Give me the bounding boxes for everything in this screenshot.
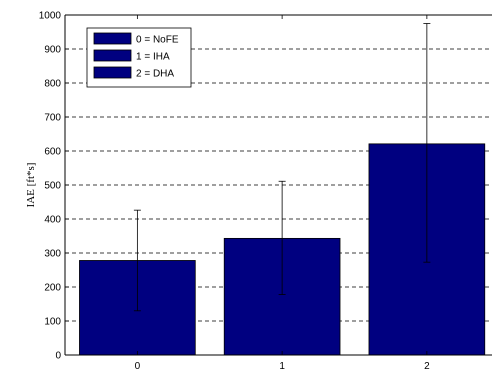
y-axis-label: IAE [ft*s] (25, 163, 37, 208)
legend-swatch (93, 66, 132, 79)
x-tick-label-1: 1 (279, 361, 285, 372)
y-tick-label-1000: 1000 (39, 11, 62, 22)
legend-entry-2: 2 = DHA (93, 66, 174, 80)
legend-entry-0: 0 = NoFE (93, 32, 179, 46)
y-tick-label-900: 900 (44, 45, 61, 56)
legend-label: 0 = NoFE (136, 35, 179, 46)
legend-label: 1 = IHA (136, 52, 170, 63)
x-tick-label-2: 2 (424, 361, 430, 372)
x-tick-label-0: 0 (135, 361, 141, 372)
y-tick-label-400: 400 (44, 215, 61, 226)
error-bar-0 (133, 209, 141, 312)
legend-swatch (93, 49, 132, 62)
axes (64, 14, 492, 356)
y-tick-label-800: 800 (44, 79, 61, 90)
y-tick-label-500: 500 (44, 181, 61, 192)
y-tick-label-700: 700 (44, 113, 61, 124)
y-tick-label-0: 0 (55, 351, 61, 362)
y-tick-label-600: 600 (44, 147, 61, 158)
tick-labels: 0 100 200 300 400 500 600 700 800 900 1000 0 1 2 (39, 11, 430, 373)
legend-label: 2 = DHA (136, 69, 174, 80)
y-tick-label-300: 300 (44, 249, 61, 260)
legend-entry-1: 1 = IHA (93, 49, 170, 63)
error-bars (133, 23, 431, 312)
legend: 0 = NoFE 1 = IHA 2 = DHA (86, 27, 192, 88)
legend-swatch (93, 32, 132, 45)
y-tick-label-200: 200 (44, 283, 61, 294)
error-bar-2 (423, 23, 431, 263)
y-tick-label-100: 100 (44, 317, 61, 328)
error-bar-1 (278, 180, 286, 295)
